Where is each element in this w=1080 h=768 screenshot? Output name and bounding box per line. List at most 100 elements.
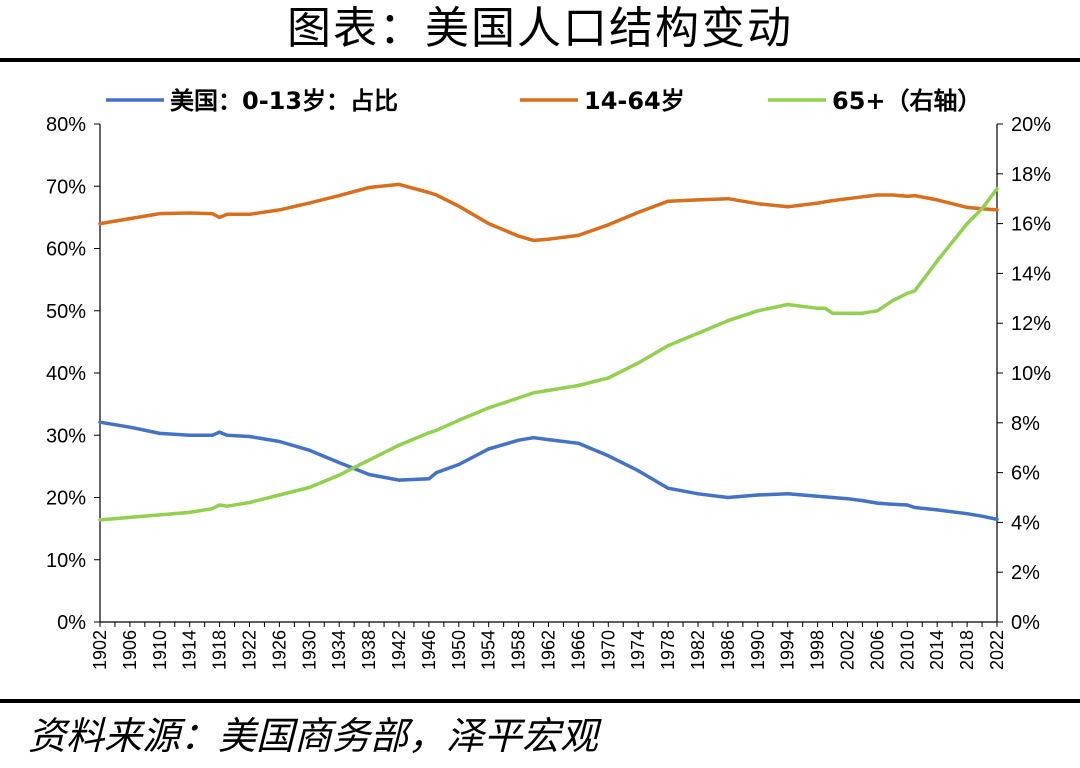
series-point-2 [98, 518, 102, 522]
series-point-0 [935, 508, 939, 512]
series-point-1 [860, 195, 865, 199]
series-point-0 [487, 447, 491, 451]
left-tick-label: 0% [57, 612, 86, 634]
chart-series [98, 182, 999, 522]
series-point-1 [546, 237, 551, 241]
series-point-0 [531, 436, 536, 440]
series-point-2 [546, 388, 551, 392]
series-point-1 [427, 190, 431, 195]
right-tick-label: 0% [1011, 612, 1040, 634]
x-tick-label: 1938 [359, 630, 379, 670]
series-point-2 [726, 319, 730, 323]
x-tick-label: 1986 [718, 630, 738, 670]
series-point-0 [860, 499, 865, 503]
right-tick-label: 8% [1011, 413, 1040, 435]
left-tick-label: 20% [46, 488, 86, 510]
series-point-1 [823, 200, 827, 204]
series-point-2 [307, 485, 311, 490]
left-tick-label: 30% [46, 425, 86, 447]
series-point-0 [158, 431, 162, 435]
x-tick-label: 1914 [180, 630, 200, 670]
series-point-1 [965, 205, 969, 209]
series-point-2 [218, 503, 222, 507]
series-point-0 [427, 477, 431, 481]
series-point-1 [816, 201, 820, 205]
series-point-2 [905, 291, 909, 295]
series-point-2 [636, 361, 640, 365]
x-tick-label: 1930 [299, 630, 319, 670]
series-point-0 [696, 492, 700, 496]
series-point-1 [188, 211, 192, 215]
x-tick-label: 2014 [927, 630, 947, 670]
x-tick-label: 2006 [867, 630, 887, 670]
right-tick-label: 16% [1011, 214, 1051, 236]
series-point-1 [98, 222, 102, 226]
series-point-0 [397, 478, 401, 482]
series-point-1 [225, 212, 229, 216]
series-point-2 [210, 507, 214, 511]
x-tick-label: 1942 [389, 630, 409, 670]
series-point-1 [247, 212, 252, 216]
series-point-0 [367, 472, 371, 477]
left-tick-label: 10% [46, 550, 86, 572]
x-tick-label: 1910 [150, 630, 170, 670]
top-rule [0, 58, 1080, 62]
x-tick-label: 1990 [748, 630, 768, 670]
series-point-0 [965, 512, 969, 516]
series-point-2 [786, 302, 790, 307]
right-tick-label: 2% [1011, 562, 1040, 584]
series-point-0 [218, 430, 222, 434]
series-point-2 [666, 344, 670, 348]
series-point-0 [434, 471, 438, 475]
right-tick-label: 6% [1011, 463, 1040, 485]
chart-axes: 0% 10% 20% 30% 40% 50% 60% 70% 80% 0% 2% 4% 6% 8% 10% 1… [46, 114, 1051, 670]
series-point-2 [830, 311, 835, 315]
series-point-0 [913, 505, 917, 510]
series-point-2 [487, 406, 491, 410]
right-tick-label: 18% [1011, 164, 1051, 186]
series-point-2 [158, 513, 162, 517]
series-point-2 [935, 259, 939, 263]
series-point-1 [756, 202, 760, 206]
series-point-0 [816, 494, 820, 498]
line-chart: 美国：0-13岁：占比 14-64岁 65+（右轴） 0% 10% 20% 30% 40% 5… [46, 87, 1051, 670]
series-point-1 [995, 208, 999, 212]
series-point-1 [210, 212, 214, 216]
series-point-2 [434, 428, 438, 432]
left-tick-label: 50% [46, 301, 86, 323]
series-point-2 [225, 504, 229, 508]
series-point-0 [980, 514, 984, 518]
series-point-2 [367, 458, 371, 462]
series-point-2 [427, 431, 431, 435]
series-point-1 [845, 197, 850, 201]
series-point-0 [606, 454, 610, 458]
series-point-0 [98, 420, 102, 424]
x-tick-label: 1982 [688, 630, 708, 670]
series-point-0 [457, 462, 461, 467]
series-point-0 [995, 517, 999, 521]
series-point-2 [875, 309, 880, 313]
series-point-0 [890, 502, 895, 506]
x-tick-label: 1954 [479, 630, 499, 670]
series-line-1 [98, 182, 999, 243]
series-point-2 [277, 493, 281, 497]
x-tick-label: 2022 [987, 630, 1007, 670]
bottom-rule [0, 699, 1080, 703]
series-point-2 [965, 222, 969, 226]
series-point-1 [913, 194, 917, 198]
chart-title: 图表：美国人口结构变动 [287, 3, 793, 54]
series-point-1 [890, 193, 895, 197]
x-tick-label: 1906 [120, 630, 140, 670]
series-point-0 [905, 503, 909, 507]
series-point-2 [756, 309, 760, 313]
series-point-0 [845, 497, 850, 501]
right-tick-label: 14% [1011, 263, 1051, 285]
series-point-1 [337, 194, 341, 198]
series-point-2 [860, 311, 865, 315]
series-point-0 [823, 495, 827, 499]
series-point-2 [816, 306, 820, 310]
series-point-0 [210, 433, 214, 437]
right-tick-label: 20% [1011, 114, 1051, 136]
series-point-2 [980, 207, 984, 211]
x-tick-label: 1926 [269, 630, 289, 670]
